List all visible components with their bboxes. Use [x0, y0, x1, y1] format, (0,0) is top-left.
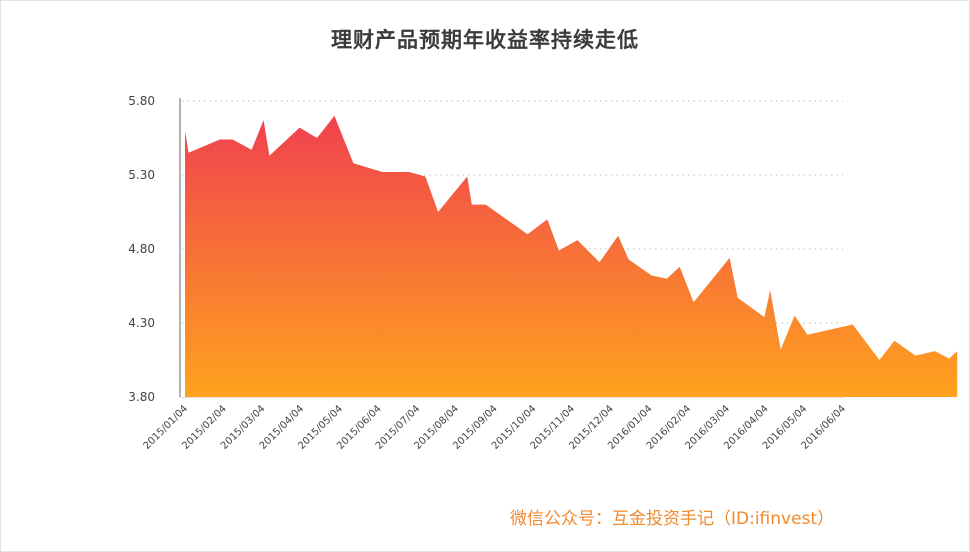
y-tick-labels: 5.80 5.30 4.80 4.30 3.80 [128, 94, 155, 404]
axes [179, 98, 843, 398]
chart-title: 理财产品预期年收益率持续走低 [331, 28, 639, 52]
y-tick-label: 5.30 [128, 168, 155, 182]
series-area-path [185, 115, 958, 398]
y-tick-label: 4.30 [128, 316, 155, 330]
y-tick-label: 5.80 [128, 94, 155, 108]
y-tick-label: 4.80 [128, 242, 155, 256]
x-tick-labels: 2015/01/042015/02/042015/03/042015/04/04… [142, 403, 849, 452]
series-area [185, 115, 958, 398]
watermark-text: 微信公众号：互金投资手记（ID:ifinvest） [510, 509, 835, 529]
y-tick-label: 3.80 [128, 390, 155, 404]
